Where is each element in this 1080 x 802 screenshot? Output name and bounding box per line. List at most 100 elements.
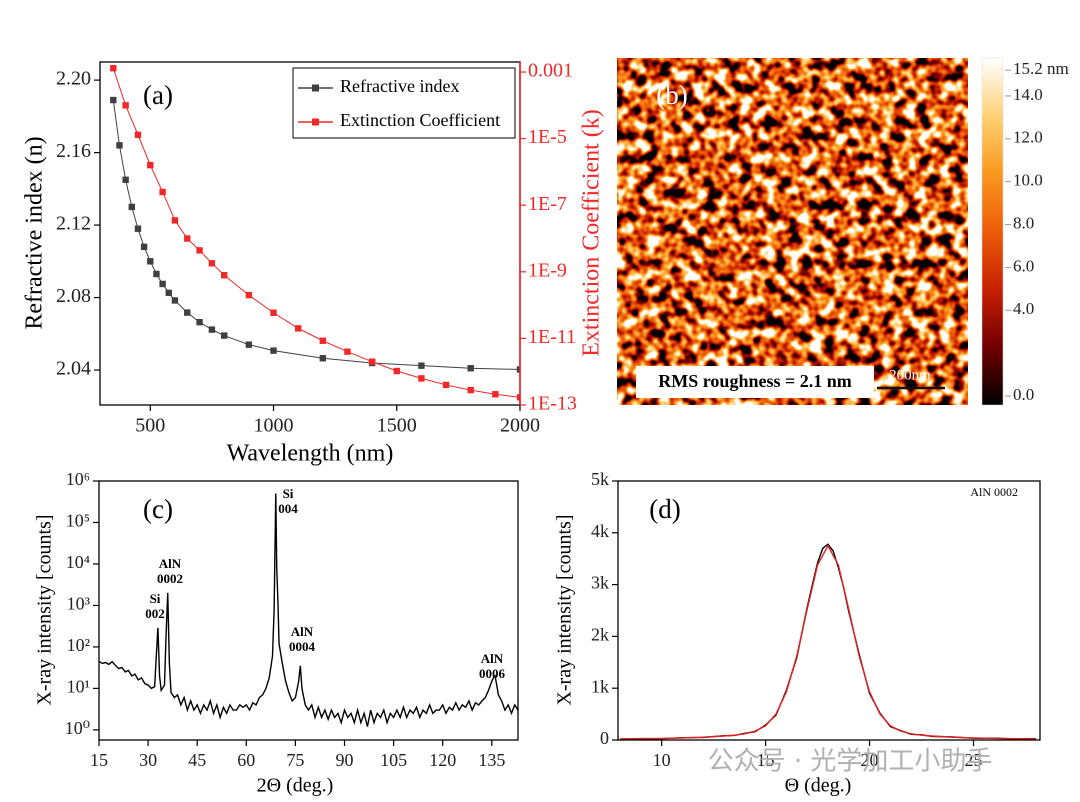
- y-axis-label: X-ray intensity [counts]: [554, 514, 576, 705]
- marker: [184, 309, 191, 316]
- x-tick-label: 75: [286, 750, 304, 770]
- x-tick-label: 120: [429, 750, 456, 770]
- peak-label: Si: [150, 591, 161, 606]
- y-tick-label: 10⁶: [66, 469, 90, 489]
- marker: [147, 258, 154, 265]
- y2-tick-label: 1E-9: [528, 259, 567, 281]
- y2-tick-label: 1E-13: [528, 393, 577, 415]
- panel-title: (b): [656, 80, 687, 110]
- y-tick-label: 2k: [591, 625, 609, 645]
- peak-label: 0002: [157, 571, 183, 586]
- panel-title: (a): [143, 80, 173, 110]
- marker: [221, 332, 228, 339]
- legend-marker: [312, 118, 319, 126]
- marker: [128, 203, 135, 211]
- marker: [344, 348, 351, 355]
- colorbar-tick-label: 0.0: [1013, 385, 1034, 404]
- marker: [418, 362, 425, 369]
- y-tick-label: 10¹: [67, 677, 90, 697]
- marker: [467, 386, 474, 394]
- peak-label: AlN: [291, 624, 314, 639]
- y-axis-label: X-ray intensity [counts]: [34, 514, 56, 705]
- marker: [122, 176, 129, 183]
- y-tick-label: 4k: [591, 521, 609, 541]
- marker: [134, 131, 142, 139]
- afm-image: [617, 58, 968, 405]
- colorbar-tick-label: 10.0: [1013, 171, 1043, 190]
- legend-marker: [312, 84, 319, 92]
- marker: [159, 188, 166, 196]
- legend-label: Refractive index: [340, 76, 459, 96]
- marker: [492, 391, 499, 398]
- series-line: [99, 493, 518, 727]
- marker: [245, 291, 253, 299]
- marker: [122, 102, 129, 109]
- marker: [134, 225, 142, 232]
- colorbar-tick-label: 12.0: [1013, 128, 1043, 147]
- colorbar-tick-label: 4.0: [1013, 299, 1034, 318]
- peak-label: 004: [278, 501, 298, 516]
- x-tick-label: 1500: [377, 415, 417, 437]
- y-tick-label: 1k: [591, 676, 609, 696]
- marker: [319, 337, 327, 344]
- marker: [418, 375, 425, 382]
- marker: [270, 309, 277, 316]
- x-tick-label: 20: [861, 750, 879, 770]
- watermark: 公众号 · 光学加工小助手: [708, 747, 993, 777]
- x-tick-label: 135: [478, 750, 505, 770]
- y-tick-label: 5k: [591, 469, 609, 489]
- x-tick-label: 15: [757, 750, 775, 770]
- marker: [294, 325, 302, 332]
- series-line: [620, 543, 1036, 740]
- marker: [159, 280, 166, 288]
- marker: [442, 381, 450, 389]
- panel-title: (d): [649, 494, 680, 524]
- x-tick-label: 45: [188, 750, 206, 770]
- y2-tick-label: 1E-11: [528, 326, 576, 348]
- marker: [208, 326, 216, 333]
- y-tick-label: 3k: [591, 573, 609, 593]
- y-axis-label: Refractive index (n): [22, 136, 48, 329]
- marker: [110, 96, 117, 104]
- marker: [319, 355, 327, 362]
- marker: [140, 243, 148, 251]
- marker: [147, 161, 154, 169]
- colorbar: [981, 57, 1004, 406]
- scale-bar-label: 200nm: [889, 367, 931, 383]
- x-tick-label: 15: [90, 750, 108, 770]
- x-tick-label: 30: [139, 750, 157, 770]
- marker: [196, 247, 203, 254]
- x-tick-label: 10: [653, 750, 671, 770]
- series-line: [112, 99, 520, 370]
- marker: [171, 217, 179, 224]
- y2-tick-label: 0.001: [528, 60, 573, 82]
- marker: [196, 318, 203, 326]
- y-tick-label: 2.04: [56, 358, 91, 380]
- annotation-box: [636, 366, 874, 398]
- y-tick-label: 2.08: [56, 285, 91, 307]
- marker: [116, 142, 123, 149]
- marker: [516, 394, 520, 401]
- marker: [171, 297, 179, 304]
- y2-axis-label: Extinction Coefficient (k): [579, 109, 605, 357]
- x-axis-label: Θ (deg.): [785, 775, 852, 797]
- y-tick-label: 2.16: [56, 140, 91, 162]
- y-tick-label: 10⁴: [66, 552, 90, 572]
- colorbar-tick-label: 6.0: [1013, 256, 1034, 275]
- x-axis-label: 2Θ (deg.): [257, 775, 334, 797]
- marker: [368, 358, 376, 365]
- legend-box: [292, 67, 516, 139]
- y2-tick-label: 1E-7: [528, 193, 567, 215]
- peak-label: 002: [145, 606, 165, 621]
- x-tick-label: 2000: [500, 415, 540, 437]
- x-axis-label: Wavelength (nm): [227, 441, 394, 467]
- x-tick-label: 105: [380, 750, 407, 770]
- x-tick-label: 90: [336, 750, 354, 770]
- plot-frame: [98, 480, 519, 741]
- peak-label: AlN: [159, 556, 182, 571]
- colorbar-tick-label: 14.0: [1013, 85, 1043, 104]
- marker: [270, 347, 277, 354]
- y-tick-label: 0: [600, 728, 609, 748]
- marker: [208, 260, 216, 267]
